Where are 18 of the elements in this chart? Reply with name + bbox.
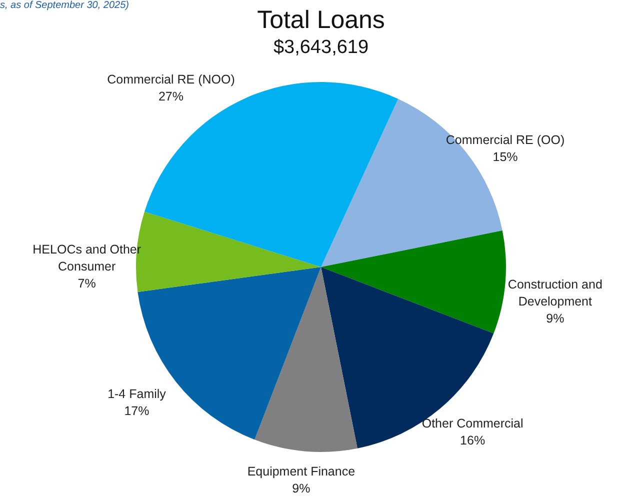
data-label: 9% bbox=[546, 311, 564, 326]
chart-title: Total Loans bbox=[257, 6, 385, 34]
slice-label: Other Commercial bbox=[422, 416, 524, 431]
slice-label: 1-4 Family bbox=[108, 387, 167, 402]
pie-slice bbox=[321, 230, 506, 334]
data-label: 15% bbox=[492, 150, 518, 164]
slice-label: Construction and Development bbox=[508, 277, 602, 308]
data-label: 7% bbox=[78, 276, 96, 291]
data-label: 27% bbox=[158, 90, 184, 104]
chart-subtitle: $3,643,619 bbox=[273, 37, 369, 58]
slice-label: Commercial RE (NOO) bbox=[107, 72, 235, 87]
text: s, as of September 30, 2025) bbox=[0, 0, 129, 11]
slice-label: Equipment Finance bbox=[247, 464, 356, 478]
data-label: 17% bbox=[124, 404, 150, 418]
slice-label: Commercial RE (OO) bbox=[446, 132, 565, 147]
data-label: 9% bbox=[292, 481, 310, 496]
pie-slice bbox=[254, 267, 358, 452]
data-label: 16% bbox=[460, 434, 486, 448]
